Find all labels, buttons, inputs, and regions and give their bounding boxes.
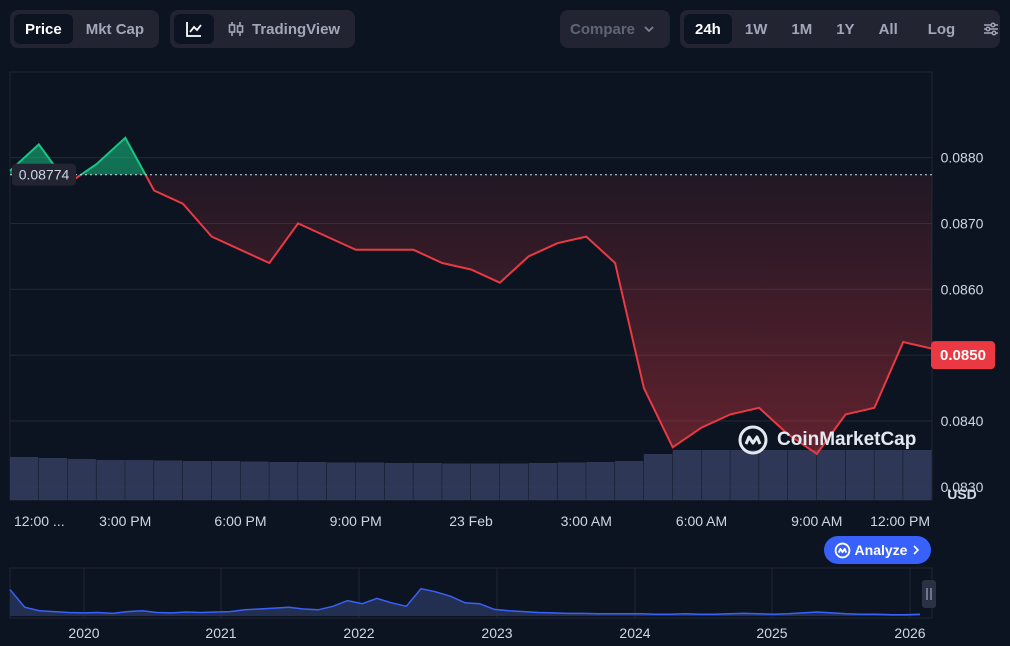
range-selector: 24h 1W 1M 1Y All Log bbox=[680, 10, 1000, 48]
tab-price[interactable]: Price bbox=[14, 14, 73, 44]
volume-bar bbox=[326, 462, 356, 500]
volume-bar bbox=[499, 463, 529, 500]
volume-bar bbox=[759, 450, 788, 500]
x-tick-label: 23 Feb bbox=[449, 513, 493, 529]
volume-bar bbox=[355, 462, 385, 500]
range-1w[interactable]: 1W bbox=[744, 20, 768, 38]
line-chart-icon bbox=[186, 22, 202, 37]
overview-year-label: 2023 bbox=[481, 625, 512, 641]
tradingview-label: TradingView bbox=[252, 20, 341, 38]
volume-bar bbox=[154, 460, 183, 500]
x-tick-label: 3:00 PM bbox=[99, 513, 151, 529]
volume-bar bbox=[730, 450, 759, 500]
x-tick-label: 9:00 PM bbox=[330, 513, 382, 529]
analyze-button[interactable]: Analyze bbox=[824, 536, 931, 564]
volume-bar bbox=[298, 462, 327, 500]
volume-bar bbox=[845, 450, 874, 500]
settings-button[interactable] bbox=[974, 14, 1008, 44]
compare-label: Compare bbox=[570, 20, 636, 38]
volume-bar bbox=[471, 463, 500, 500]
overview-year-label: 2020 bbox=[68, 625, 99, 641]
volume-bar bbox=[384, 463, 413, 500]
line-chart-button[interactable] bbox=[174, 14, 214, 44]
tradingview-button[interactable]: TradingView bbox=[216, 14, 351, 44]
x-tick-label: 6:00 PM bbox=[214, 513, 266, 529]
x-tick-label: 9:00 AM bbox=[791, 513, 842, 529]
volume-bar bbox=[701, 450, 730, 500]
chevron-right-icon bbox=[913, 545, 920, 555]
current-price-badge bbox=[931, 341, 995, 370]
x-tick-label: 12:00 PM bbox=[870, 513, 930, 529]
volume-bar bbox=[586, 462, 615, 500]
volume-bar bbox=[528, 463, 557, 500]
overview-year-label: 2021 bbox=[205, 625, 236, 641]
overview-line bbox=[9, 587, 921, 616]
volume-bar bbox=[10, 457, 39, 500]
volume-bar bbox=[125, 460, 154, 500]
volume-bar bbox=[672, 450, 701, 500]
current-price-label: 0.0850 bbox=[940, 347, 986, 364]
coinmarketcap-logo-icon bbox=[834, 542, 850, 558]
x-tick-label: 12:00 ... bbox=[14, 513, 65, 529]
coinmarketcap-watermark: CoinMarketCap bbox=[737, 424, 916, 456]
volume-bar bbox=[240, 461, 269, 500]
y-tick-label: 0.0870 bbox=[941, 215, 984, 231]
x-tick-label: 6:00 AM bbox=[676, 513, 727, 529]
handle-grip-icon bbox=[926, 588, 932, 600]
volume-bar bbox=[787, 450, 817, 500]
volume-bar bbox=[643, 454, 673, 500]
overview-year-label: 2024 bbox=[619, 625, 650, 641]
volume-bar bbox=[903, 450, 932, 500]
volume-bar bbox=[211, 461, 240, 500]
tab-mkt-cap[interactable]: Mkt Cap bbox=[85, 20, 145, 38]
overview-year-label: 2025 bbox=[756, 625, 787, 641]
chevron-down-icon bbox=[644, 26, 654, 33]
analyze-label: Analyze bbox=[854, 542, 908, 558]
overview-year-label: 2026 bbox=[894, 625, 925, 641]
y-axis-unit: USD bbox=[947, 486, 977, 502]
volume-bar bbox=[269, 462, 298, 500]
candlestick-icon bbox=[228, 22, 244, 36]
chart-style-toggle: TradingView bbox=[170, 10, 356, 48]
sliders-icon bbox=[984, 22, 999, 36]
overview-year-label: 2022 bbox=[343, 625, 374, 641]
range-1m[interactable]: 1M bbox=[791, 20, 813, 38]
volume-bar bbox=[557, 462, 586, 500]
volume-bar bbox=[874, 450, 903, 500]
volume-bar bbox=[67, 459, 96, 500]
volume-bar bbox=[442, 463, 471, 500]
x-tick-label: 3:00 AM bbox=[561, 513, 612, 529]
price-area-above bbox=[10, 137, 932, 175]
price-mktcap-toggle: Price Mkt Cap bbox=[10, 10, 160, 48]
volume-bar bbox=[182, 461, 212, 500]
reference-price-badge bbox=[12, 163, 76, 186]
y-tick-label: 0.0860 bbox=[941, 281, 984, 297]
range-all[interactable]: All bbox=[878, 20, 898, 38]
coinmarketcap-logo-icon bbox=[738, 425, 768, 455]
range-1y[interactable]: 1Y bbox=[836, 20, 855, 38]
y-tick-label: 0.0880 bbox=[941, 150, 984, 166]
range-24h[interactable]: 24h bbox=[684, 14, 732, 44]
watermark-text: CoinMarketCap bbox=[777, 429, 917, 450]
log-button[interactable]: Log bbox=[927, 20, 956, 38]
reference-price-label: 0.08774 bbox=[19, 167, 70, 183]
volume-bar bbox=[615, 461, 644, 500]
volume-bar bbox=[816, 450, 846, 500]
volume-bar bbox=[413, 463, 442, 500]
overview-range-handle[interactable] bbox=[922, 580, 936, 608]
compare-dropdown[interactable]: Compare bbox=[560, 10, 670, 48]
volume-bar bbox=[38, 458, 68, 500]
volume-bar bbox=[96, 460, 125, 500]
price-line-down bbox=[59, 174, 933, 456]
price-area-below bbox=[60, 174, 932, 454]
y-tick-label: 0.0830 bbox=[941, 479, 984, 495]
y-tick-label: 0.0840 bbox=[941, 413, 984, 429]
